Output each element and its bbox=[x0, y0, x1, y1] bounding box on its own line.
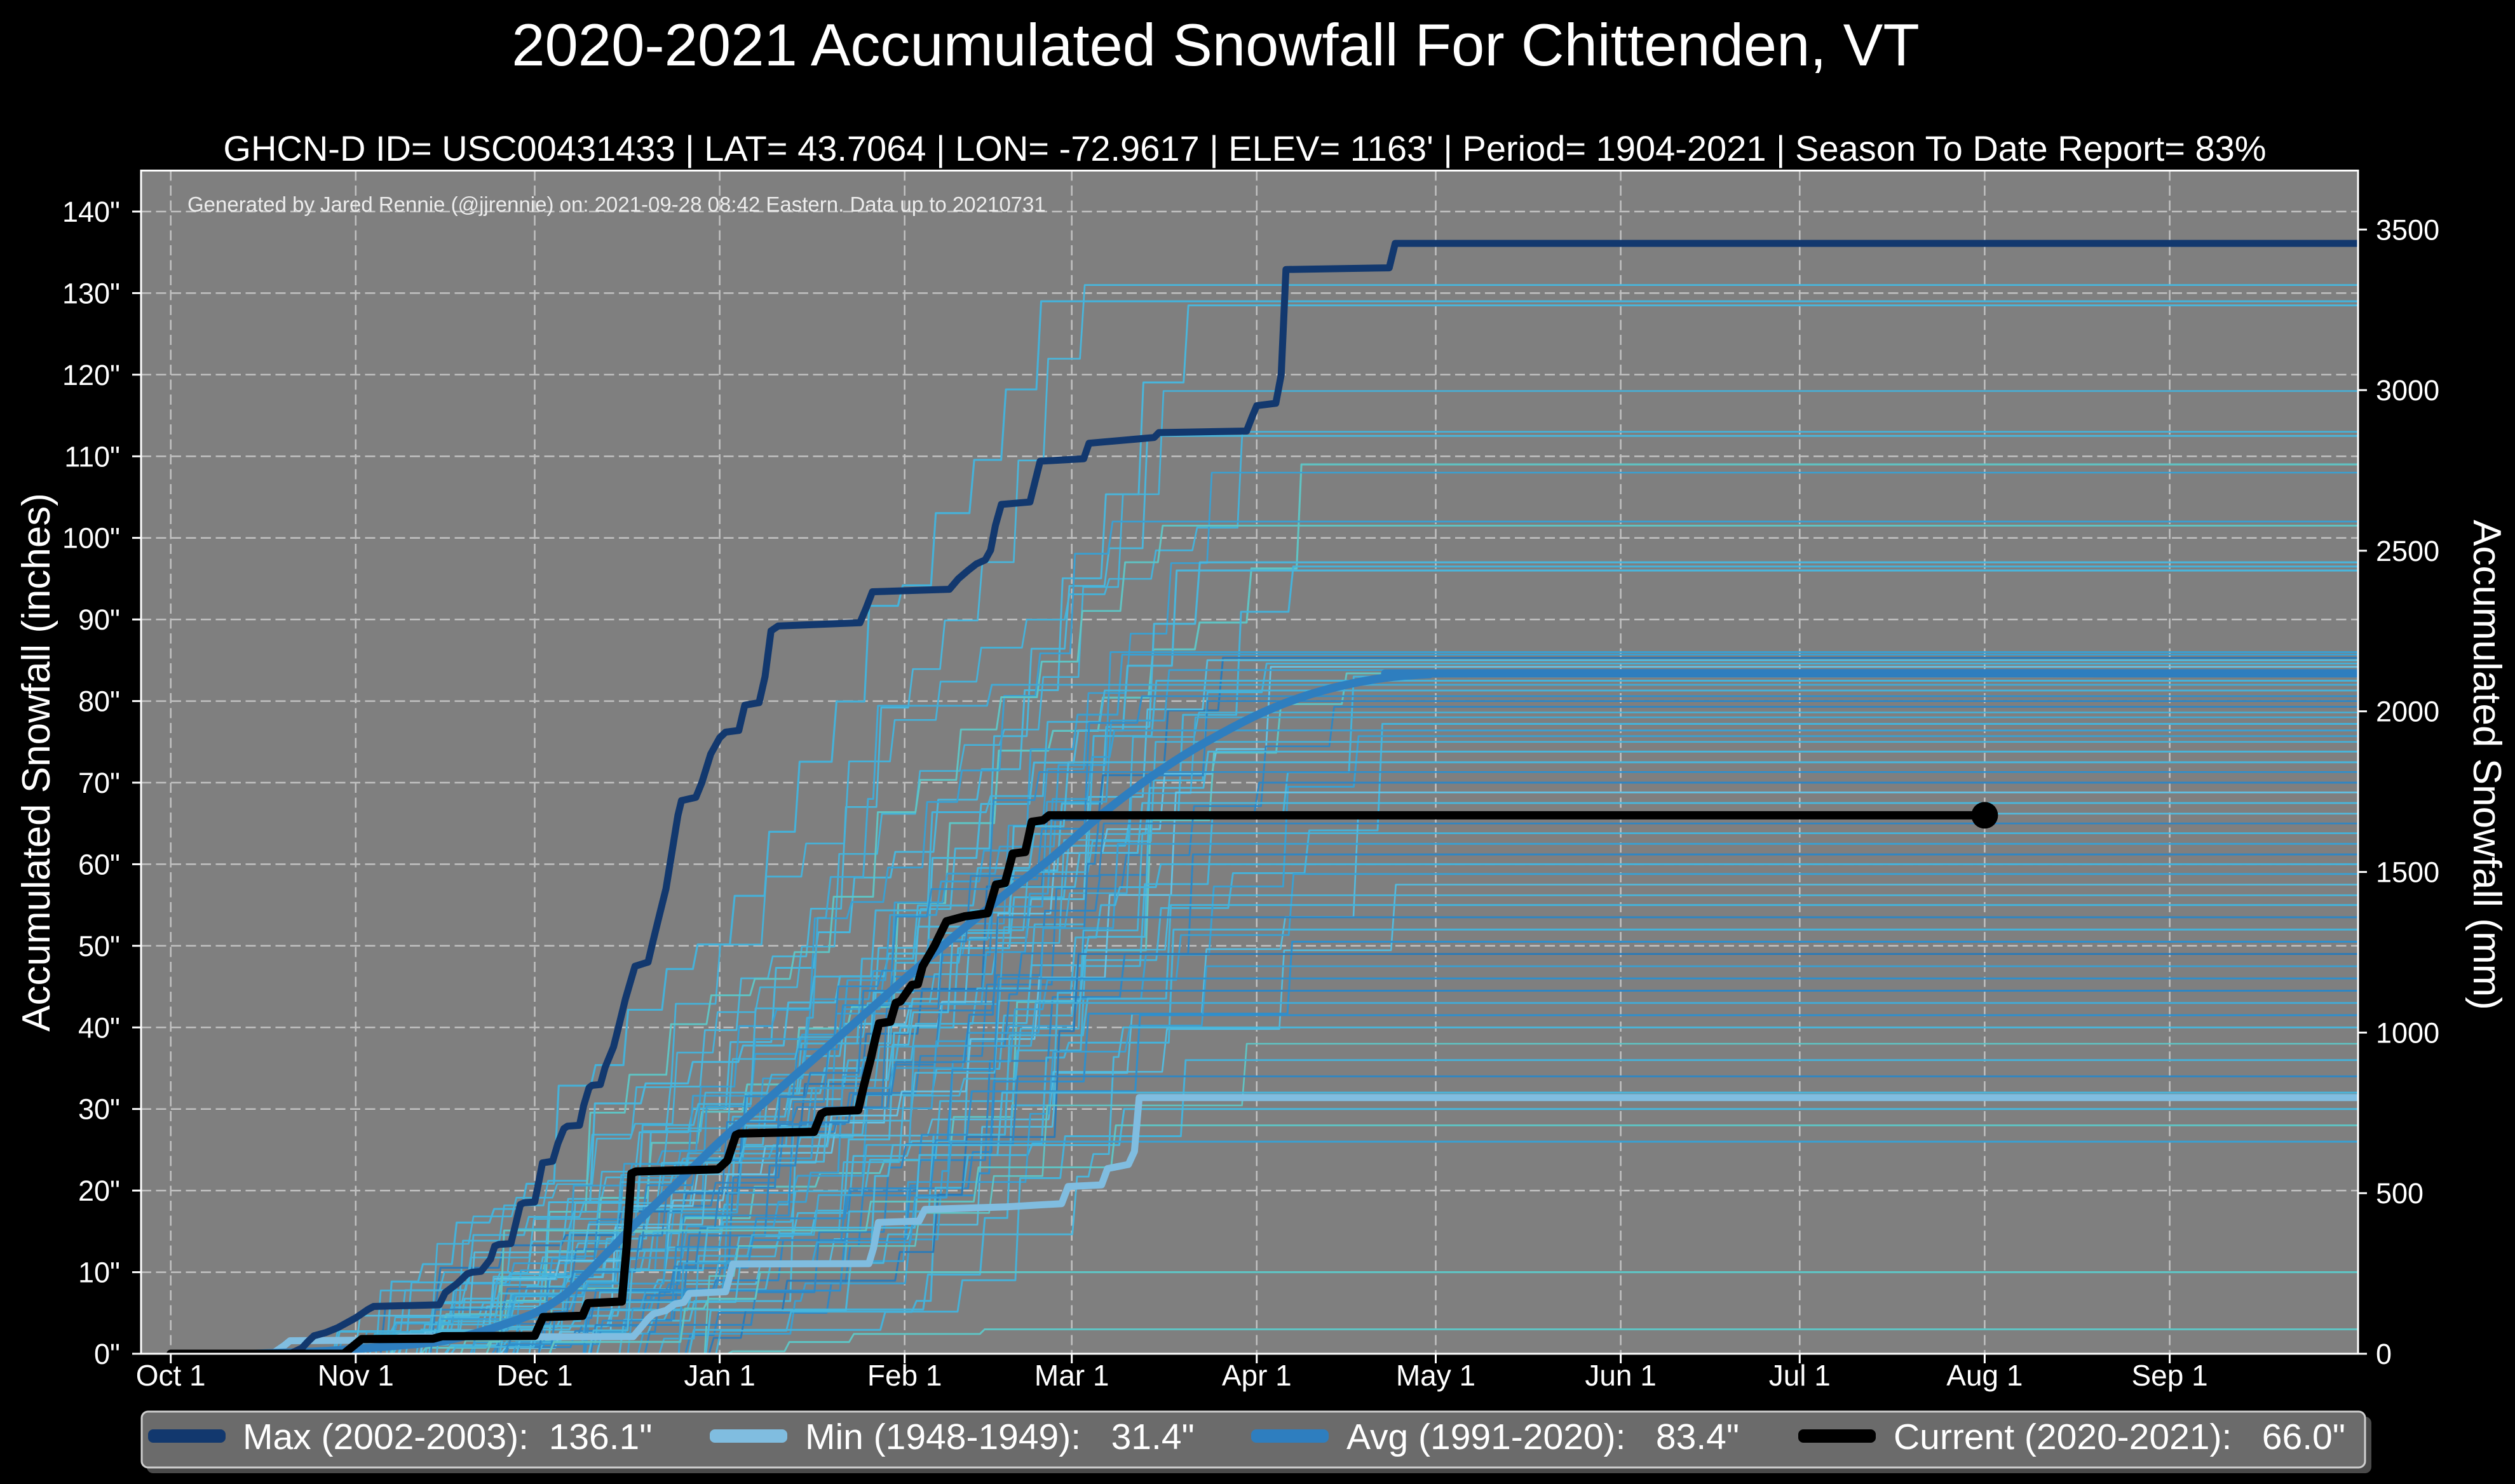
svg-text:Generated by Jared Rennie (@jj: Generated by Jared Rennie (@jjrennie) on… bbox=[187, 192, 1046, 216]
svg-text:130": 130" bbox=[62, 277, 120, 309]
svg-text:Current (2020-2021): 66.0": Current (2020-2021): 66.0" bbox=[1894, 1417, 2345, 1457]
svg-text:100": 100" bbox=[62, 522, 120, 555]
svg-text:40": 40" bbox=[78, 1011, 120, 1044]
svg-text:0: 0 bbox=[2376, 1338, 2392, 1370]
svg-text:Accumulated Snowfall (inches): Accumulated Snowfall (inches) bbox=[15, 493, 58, 1032]
svg-text:Dec 1: Dec 1 bbox=[496, 1359, 573, 1392]
svg-text:Min (1948-1949): 31.4": Min (1948-1949): 31.4" bbox=[805, 1417, 1195, 1457]
svg-text:2500: 2500 bbox=[2376, 535, 2439, 567]
svg-text:Oct 1: Oct 1 bbox=[136, 1359, 206, 1392]
svg-text:Avg (1991-2020): 83.4": Avg (1991-2020): 83.4" bbox=[1346, 1417, 1739, 1457]
svg-text:Jan 1: Jan 1 bbox=[684, 1359, 756, 1392]
svg-text:Accumulated Snowfall (mm): Accumulated Snowfall (mm) bbox=[2465, 520, 2509, 1010]
svg-text:110": 110" bbox=[64, 440, 120, 473]
svg-text:70": 70" bbox=[78, 767, 120, 799]
svg-text:1000: 1000 bbox=[2376, 1016, 2439, 1049]
svg-text:Feb 1: Feb 1 bbox=[867, 1359, 942, 1392]
svg-text:20": 20" bbox=[78, 1175, 120, 1207]
svg-text:90": 90" bbox=[78, 604, 120, 636]
svg-text:Mar 1: Mar 1 bbox=[1034, 1359, 1109, 1392]
svg-text:80": 80" bbox=[78, 685, 120, 718]
svg-text:50": 50" bbox=[78, 930, 120, 962]
svg-text:3500: 3500 bbox=[2376, 213, 2439, 246]
svg-text:10": 10" bbox=[78, 1257, 120, 1289]
svg-text:Max (2002-2003): 136.1": Max (2002-2003): 136.1" bbox=[243, 1417, 652, 1457]
svg-text:Jul 1: Jul 1 bbox=[1769, 1359, 1831, 1392]
svg-text:0": 0" bbox=[94, 1338, 120, 1370]
svg-text:Apr 1: Apr 1 bbox=[1222, 1359, 1292, 1392]
svg-text:500: 500 bbox=[2376, 1177, 2423, 1210]
svg-text:2020-2021 Accumulated Snowfall: 2020-2021 Accumulated Snowfall For Chitt… bbox=[512, 11, 1920, 78]
svg-text:Sep 1: Sep 1 bbox=[2131, 1359, 2207, 1392]
svg-text:May 1: May 1 bbox=[1396, 1359, 1475, 1392]
svg-text:1500: 1500 bbox=[2376, 856, 2439, 889]
svg-text:60": 60" bbox=[78, 848, 120, 880]
svg-text:30": 30" bbox=[78, 1093, 120, 1126]
svg-text:Jun 1: Jun 1 bbox=[1585, 1359, 1657, 1392]
svg-text:140": 140" bbox=[62, 196, 120, 228]
svg-text:GHCN-D ID= USC00431433 | LAT=: GHCN-D ID= USC00431433 | LAT= 43.7064 | … bbox=[223, 128, 2266, 168]
svg-text:Nov 1: Nov 1 bbox=[318, 1359, 394, 1392]
svg-text:2000: 2000 bbox=[2376, 696, 2439, 728]
svg-text:3000: 3000 bbox=[2376, 374, 2439, 407]
svg-text:120": 120" bbox=[62, 359, 120, 391]
svg-text:Aug 1: Aug 1 bbox=[1946, 1359, 2023, 1392]
